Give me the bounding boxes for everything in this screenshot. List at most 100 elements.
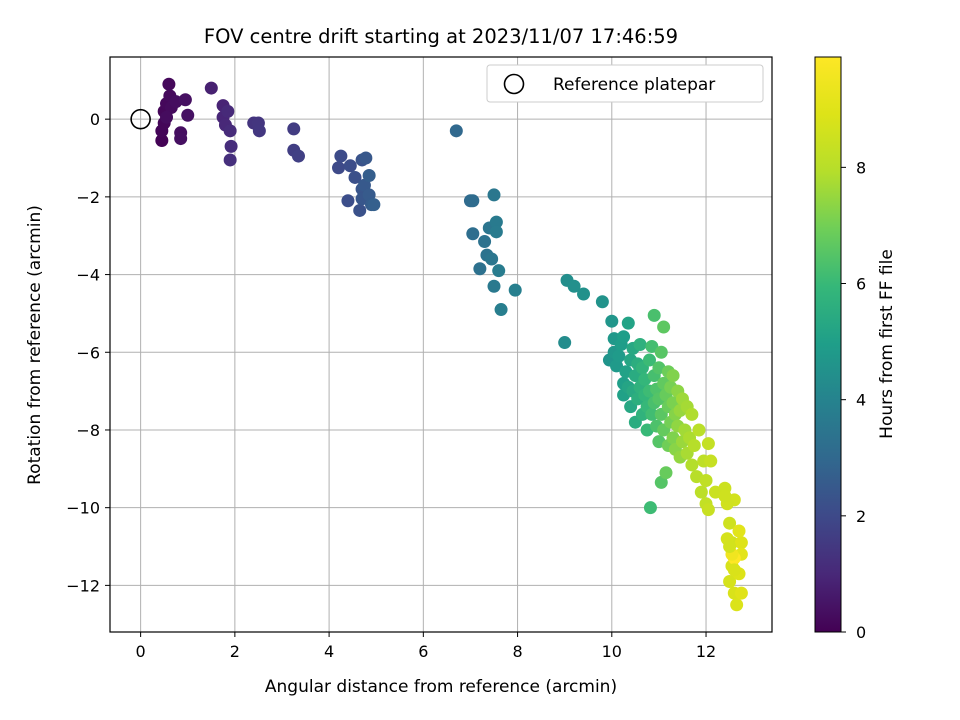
data-point — [332, 161, 346, 175]
data-point — [704, 454, 718, 468]
data-point — [647, 308, 661, 322]
data-point — [612, 349, 626, 363]
data-point — [732, 524, 746, 538]
colorbar-tick-label: 0 — [856, 623, 866, 642]
data-point — [341, 194, 355, 208]
reference-platepar-marker — [130, 108, 151, 130]
x-tick-label: 0 — [136, 642, 146, 661]
data-point — [645, 339, 659, 353]
data-point — [633, 338, 647, 351]
data-point — [181, 108, 195, 122]
data-point — [223, 153, 237, 167]
data-point — [252, 124, 266, 138]
x-tick-label: 4 — [324, 642, 334, 661]
data-point — [659, 466, 673, 480]
data-point — [353, 203, 367, 217]
x-axis-ticks: 0 2 4 6 8 10 12 — [136, 632, 716, 661]
data-point — [162, 77, 176, 91]
data-point — [701, 503, 715, 517]
data-point — [466, 194, 480, 208]
legend-label-reference-platepar: Reference platepar — [553, 75, 715, 95]
data-point — [221, 104, 235, 118]
colorbar-ticks: 0 2 4 6 8 — [841, 158, 866, 642]
data-points — [155, 77, 748, 612]
data-point — [617, 330, 631, 344]
data-point — [558, 336, 572, 350]
data-point — [723, 574, 737, 588]
y-tick-label: −10 — [66, 499, 100, 518]
data-point — [699, 473, 713, 487]
x-tick-label: 2 — [230, 642, 240, 661]
data-point — [489, 225, 503, 239]
x-tick-label: 10 — [602, 642, 622, 661]
data-point — [508, 283, 522, 297]
data-point — [449, 124, 463, 138]
data-point — [466, 227, 480, 241]
x-tick-label: 6 — [418, 642, 428, 661]
data-point — [723, 540, 737, 554]
legend-box — [486, 64, 764, 103]
data-point — [487, 188, 501, 202]
data-point — [730, 598, 744, 612]
colorbar-tick-label: 2 — [856, 507, 866, 526]
y-tick-label: −6 — [76, 343, 100, 362]
data-point — [367, 198, 381, 212]
data-point — [645, 407, 659, 421]
data-point — [348, 170, 362, 184]
data-point — [694, 485, 708, 499]
data-point — [642, 353, 656, 367]
data-point — [487, 279, 501, 293]
data-point — [734, 536, 748, 550]
colorbar-tick-label: 6 — [856, 275, 866, 294]
y-tick-label: −8 — [76, 421, 100, 440]
x-axis-label: Angular distance from reference (arcmin) — [265, 677, 617, 697]
data-point — [359, 151, 373, 165]
colorbar-label: Hours from first FF file — [877, 249, 897, 439]
colorbar-tick-label: 4 — [856, 391, 866, 410]
data-point — [343, 159, 357, 173]
data-point — [605, 314, 619, 328]
plot-area: 0 2 4 6 8 10 12 0 −2 −4 −6 −8 −10 −12 — [66, 56, 773, 661]
plot-frame — [109, 56, 773, 633]
data-point — [174, 132, 188, 146]
y-tick-label: −4 — [76, 266, 100, 285]
data-point — [204, 81, 218, 95]
data-point — [223, 124, 237, 138]
data-point — [718, 489, 732, 503]
colorbar-tick-label: 8 — [856, 158, 866, 177]
y-tick-label: −2 — [76, 188, 100, 207]
x-tick-label: 12 — [696, 642, 716, 661]
data-point — [478, 235, 492, 249]
data-point — [362, 188, 376, 202]
colorbar: 0 2 4 6 8 Hours from first FF file — [814, 56, 897, 642]
data-point — [489, 215, 503, 229]
data-point — [643, 501, 657, 515]
data-point — [334, 149, 348, 163]
data-point — [723, 516, 737, 530]
data-point — [357, 178, 371, 192]
y-axis-label: Rotation from reference (arcmin) — [25, 205, 45, 485]
data-point — [654, 475, 668, 489]
data-point — [727, 563, 741, 577]
data-point — [494, 303, 508, 317]
colorbar-gradient — [814, 56, 842, 633]
data-point — [287, 122, 301, 136]
data-point — [685, 407, 699, 421]
y-axis-ticks: 0 −2 −4 −6 −8 −10 −12 — [66, 110, 110, 595]
data-point — [473, 262, 487, 276]
data-point — [160, 110, 174, 124]
legend: Reference platepar — [486, 64, 764, 103]
chart-title: FOV centre drift starting at 2023/11/07 … — [204, 25, 678, 48]
data-point — [685, 458, 699, 472]
data-point — [577, 287, 591, 301]
x-tick-label: 8 — [512, 642, 522, 661]
data-point — [701, 437, 715, 451]
data-point — [654, 345, 668, 359]
y-tick-label: 0 — [90, 110, 100, 129]
data-point — [687, 439, 701, 453]
data-point — [567, 279, 581, 293]
data-point — [224, 139, 238, 153]
legend-marker-reference-platepar — [503, 73, 525, 95]
data-point — [291, 149, 305, 163]
